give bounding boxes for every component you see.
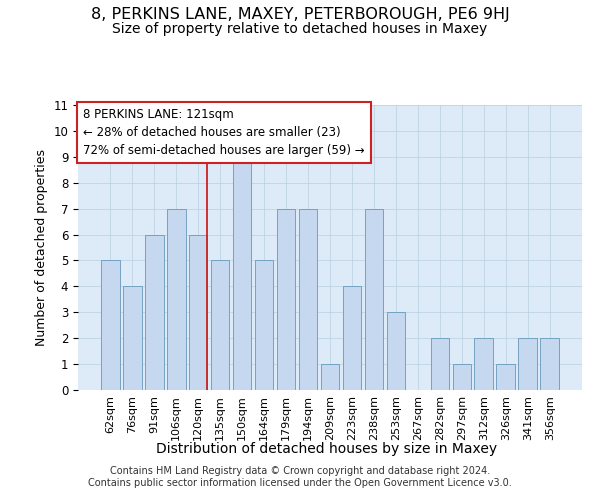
Y-axis label: Number of detached properties: Number of detached properties	[35, 149, 48, 346]
Bar	[365, 208, 383, 390]
Bar	[299, 208, 317, 390]
Bar	[452, 364, 471, 390]
Text: Distribution of detached houses by size in Maxey: Distribution of detached houses by size …	[157, 442, 497, 456]
Text: Contains HM Land Registry data © Crown copyright and database right 2024.
Contai: Contains HM Land Registry data © Crown c…	[88, 466, 512, 487]
Bar	[123, 286, 142, 390]
Bar	[255, 260, 274, 390]
Bar	[277, 208, 295, 390]
Bar	[541, 338, 559, 390]
Bar	[475, 338, 493, 390]
Bar	[496, 364, 515, 390]
Bar	[431, 338, 449, 390]
Bar	[343, 286, 361, 390]
Bar	[189, 234, 208, 390]
Bar	[320, 364, 340, 390]
Bar	[518, 338, 537, 390]
Text: 8 PERKINS LANE: 121sqm
← 28% of detached houses are smaller (23)
72% of semi-det: 8 PERKINS LANE: 121sqm ← 28% of detached…	[83, 108, 365, 157]
Bar	[167, 208, 185, 390]
Text: Size of property relative to detached houses in Maxey: Size of property relative to detached ho…	[112, 22, 488, 36]
Bar	[145, 234, 164, 390]
Bar	[101, 260, 119, 390]
Bar	[386, 312, 405, 390]
Bar	[233, 157, 251, 390]
Text: 8, PERKINS LANE, MAXEY, PETERBOROUGH, PE6 9HJ: 8, PERKINS LANE, MAXEY, PETERBOROUGH, PE…	[91, 8, 509, 22]
Bar	[211, 260, 229, 390]
